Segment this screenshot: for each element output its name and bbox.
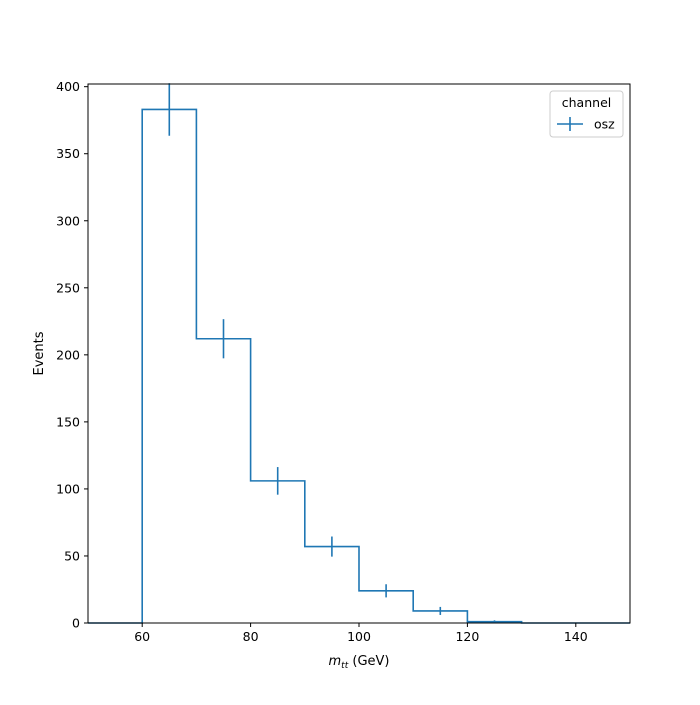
histogram-step-line (88, 108, 630, 624)
legend-title: channel (562, 95, 611, 110)
plot-area (88, 83, 630, 624)
y-tick-label: 400 (56, 79, 80, 94)
y-tick-label: 300 (56, 213, 80, 228)
legend: channel osz (549, 90, 624, 138)
x-axis-label-unit: (GeV) (348, 654, 389, 669)
y-tick-label: 250 (56, 280, 80, 295)
legend-entry-label: osz (594, 117, 615, 132)
x-tick-label: 80 (243, 629, 259, 644)
y-tick-label: 100 (56, 481, 80, 496)
x-axis-label-symbol: m (329, 654, 342, 669)
legend-marker (557, 117, 583, 131)
legend-box (549, 90, 624, 138)
x-tick-label: 100 (347, 629, 371, 644)
y-axis-label: Events (32, 331, 47, 375)
x-axis-label-subscript: tt (341, 661, 349, 671)
x-tick-label: 140 (564, 629, 588, 644)
x-tick-label: 60 (134, 629, 150, 644)
y-tick-label: 50 (64, 548, 80, 563)
y-tick-label: 0 (72, 616, 80, 631)
y-tick-label: 200 (56, 347, 80, 362)
x-tick-label: 120 (455, 629, 479, 644)
y-tick-label: 350 (56, 146, 80, 161)
plot-frame (87, 83, 631, 624)
y-tick-label: 150 (56, 414, 80, 429)
x-axis-label: mtt (GeV) (329, 654, 390, 671)
